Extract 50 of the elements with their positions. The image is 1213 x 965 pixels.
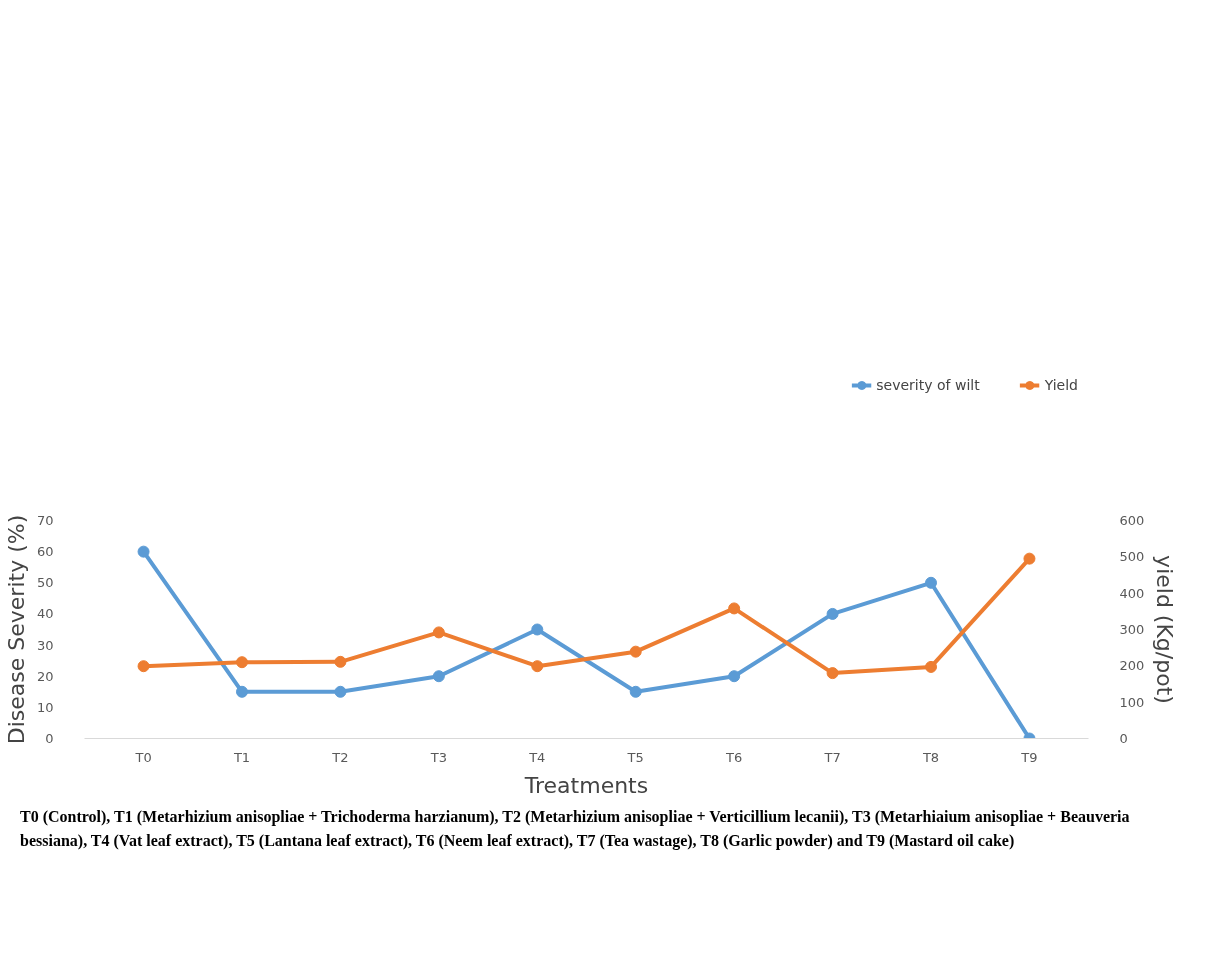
point [137,660,150,673]
text: T0 (Control), T1 (Metarhizium anisopliae + Trichoderma harzianum), T2 (Metarhizium anisopliae + Verticillium lecanii), T3 (Metarhiaium anisopliae + Beauveria bessiana), T4 (Vat leaf extract), T5 (Lantana leaf extract), T6 (Neem leaf extract), T7 (Tea wastage), T8 (Garlic powder) and T9 (Mastard oil cake) [20,808,1130,849]
point [826,667,839,680]
y-tick-label: 30 [36,637,54,653]
point [925,576,938,589]
point [925,660,938,673]
point [137,545,150,558]
x-tick-label: T9 [1020,749,1038,765]
point [235,685,248,698]
point [629,645,642,658]
point [531,623,544,636]
y2-tick-label: 0 [1119,731,1128,746]
point [1023,552,1036,565]
legend-label: severity of wilt [876,377,980,393]
x-tick-label: T5 [626,749,644,765]
point [235,656,248,669]
y2-tick-label: 300 [1119,622,1145,637]
point [334,655,347,668]
y-tick-label: 60 [36,544,54,560]
y-axis-title: Disease Severity (%) [3,514,29,745]
legend-label: Yield [1044,377,1078,393]
point [432,626,445,639]
y2-tick-label: 400 [1119,585,1145,601]
point [334,685,347,698]
x-tick-label: T7 [823,749,841,765]
x-tick-label: T8 [921,749,940,765]
x-tick-label: T2 [331,749,349,765]
point [728,670,741,683]
y-tick-label: 10 [36,699,54,715]
y-tick-label: 40 [36,606,54,622]
y2-tick-label: 200 [1119,658,1145,674]
y-tick-label: 50 [36,575,54,591]
y-tick-label: 20 [36,668,54,684]
y-tick-label: 0 [45,731,54,746]
x-tick-label: T0 [134,749,152,765]
x-tick-label: T1 [232,749,251,765]
y2-tick-label: 600 [1119,513,1145,528]
y-tick-label: 70 [36,513,54,528]
x-tick-label: T3 [429,749,447,765]
y2-tick-label: 100 [1119,694,1145,710]
point [728,602,741,615]
x-axis-title: Treatments [523,772,649,798]
point [629,685,642,698]
y2-tick-label: 500 [1119,549,1145,565]
x-tick-label: T6 [725,749,743,765]
point [432,670,445,683]
x-tick-label: T4 [528,749,546,765]
point [826,607,839,620]
point [531,660,544,673]
y2-axis-title: yield (Kg/pot) [1152,555,1178,704]
